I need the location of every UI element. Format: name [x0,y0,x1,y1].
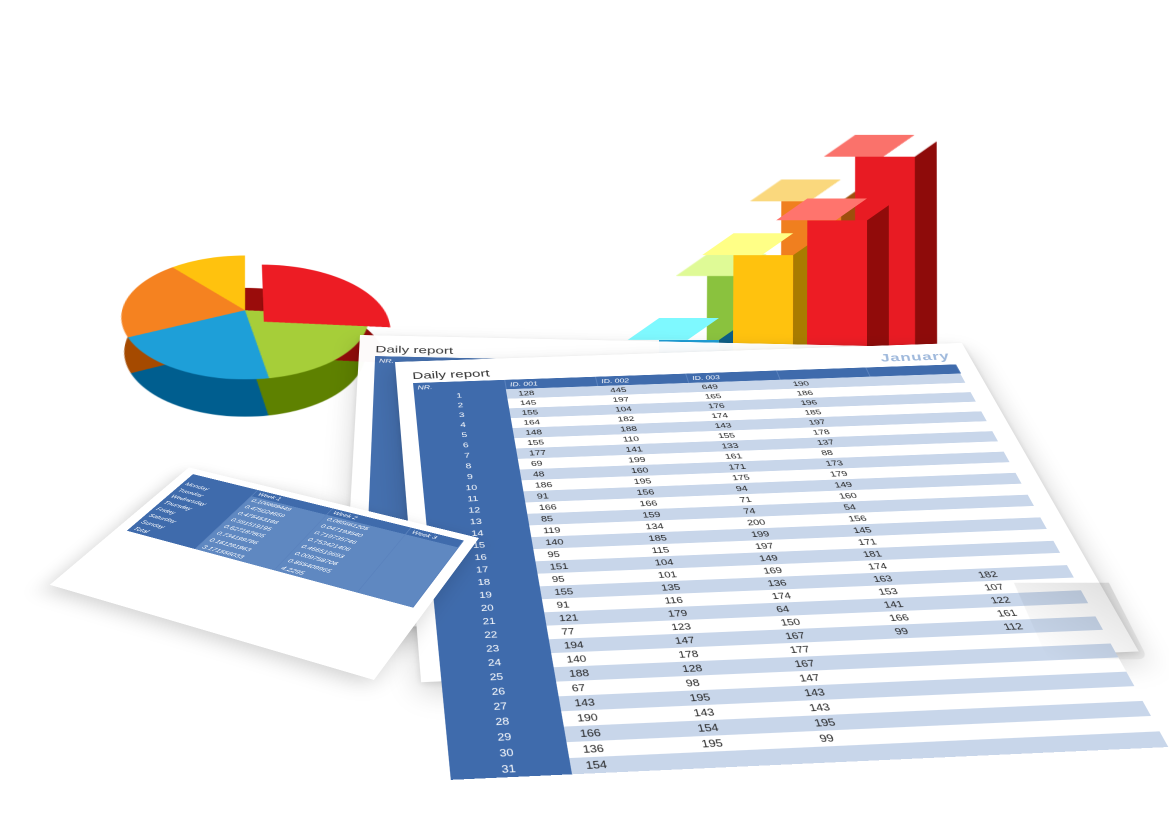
bar-face-top [702,233,793,255]
pie-chart [95,195,395,495]
report-month-label: January [877,350,953,365]
infographic-stage: Daily report February NR.ID. 001 1364141… [0,0,1169,827]
bar-face-top [824,135,915,157]
bar-face-top [628,318,720,340]
